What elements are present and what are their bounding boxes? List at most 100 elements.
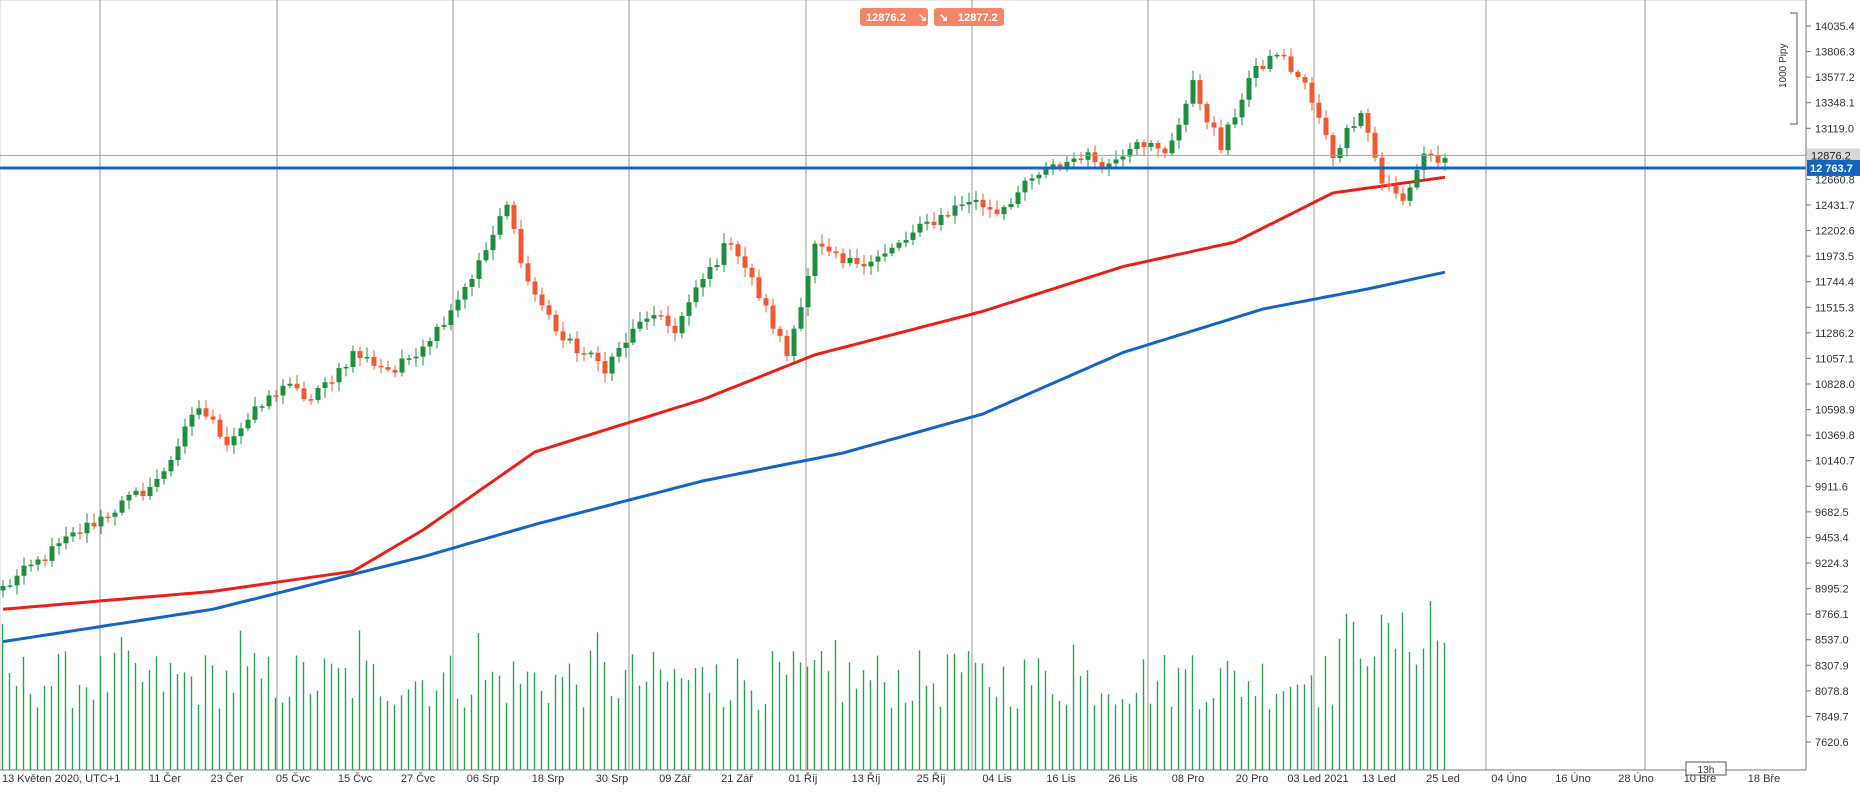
candle-body <box>427 341 433 347</box>
buy-badge[interactable]: ↘ 12877.2 <box>934 8 1004 26</box>
candle-body <box>84 522 90 534</box>
x-tick-label: 13 Říj <box>852 772 881 785</box>
candle-body <box>1358 113 1364 127</box>
x-tick-label: 06 Srp <box>467 773 499 785</box>
timeframe-box <box>1685 761 1727 776</box>
y-tick-label: 14035.4 <box>1815 21 1855 33</box>
candle-body <box>336 368 342 383</box>
candle-body <box>714 264 720 268</box>
candle-body <box>70 532 76 537</box>
candle-body <box>840 253 846 264</box>
candle-body <box>1134 142 1140 150</box>
x-tick-label: 13 Led <box>1362 773 1396 785</box>
candle-body <box>1120 156 1126 160</box>
candle-body <box>42 559 48 561</box>
candle-body <box>182 426 188 447</box>
candle-body <box>406 358 412 360</box>
candle-body <box>658 315 664 317</box>
candle-body <box>994 209 1000 215</box>
candle-body <box>917 223 923 233</box>
moving-average-fast <box>2 175 1446 611</box>
candle-body <box>623 342 629 348</box>
candle-body <box>196 408 202 415</box>
candle-body <box>322 382 328 389</box>
sell-badge-bg <box>860 8 928 26</box>
candle-body <box>539 294 545 306</box>
candle-body <box>910 232 916 240</box>
candle-body <box>7 585 13 587</box>
buy-price-label: 12877.2 <box>958 12 998 24</box>
y-tick-label: 10140.7 <box>1815 456 1855 468</box>
candle-body <box>1351 126 1357 128</box>
candle-body <box>518 228 524 264</box>
candle-body <box>1043 167 1049 175</box>
candle-body <box>287 383 293 386</box>
candle-body <box>1323 117 1329 136</box>
y-tick-label: 8537.0 <box>1815 635 1849 647</box>
candle-body <box>1232 117 1238 125</box>
candle-body <box>392 369 398 373</box>
candle-body <box>98 516 104 527</box>
candle-body <box>1078 158 1084 161</box>
x-tick-label: 26 Lis <box>1108 773 1138 785</box>
candle-body <box>1008 203 1014 208</box>
candle-body <box>987 207 993 210</box>
candle-body <box>1379 157 1385 184</box>
candle-body <box>700 279 706 288</box>
candle-body <box>217 419 223 437</box>
scale-label: 1000 Pipy <box>1778 44 1789 88</box>
candle-body <box>1281 54 1287 57</box>
candle-body <box>504 204 510 217</box>
x-tick-label: 08 Pro <box>1172 773 1204 785</box>
current-price-tag <box>1807 148 1860 163</box>
candle-body <box>1057 164 1063 168</box>
y-tick-label: 13119.0 <box>1815 123 1854 135</box>
y-tick-label: 8766.1 <box>1815 609 1849 621</box>
candle-body <box>1365 113 1371 133</box>
candle-body <box>1225 124 1231 151</box>
candle-body <box>371 356 377 366</box>
candle-body <box>637 321 643 329</box>
current-price-label: 12876.2 <box>1811 150 1851 162</box>
candle-body <box>630 328 636 343</box>
candle-body <box>966 202 972 205</box>
candle-body <box>35 559 41 565</box>
candle-body <box>553 314 559 332</box>
candle-body <box>574 338 580 354</box>
sell-badge[interactable]: 12876.2 ↘ <box>860 8 928 26</box>
x-tick-label: 21 Zář <box>721 773 753 785</box>
candle-body <box>868 261 874 267</box>
candle-body <box>14 575 20 586</box>
candle-body <box>140 490 146 497</box>
candle-body <box>483 250 489 261</box>
candle-body <box>854 258 860 264</box>
candle-body <box>546 305 552 315</box>
x-tick-label: 20 Pro <box>1236 773 1268 785</box>
candle-body <box>1260 66 1266 69</box>
candle-body <box>1176 124 1182 141</box>
candle-body <box>126 494 132 501</box>
candle-body <box>1022 180 1028 193</box>
candle-body <box>609 356 615 374</box>
candle-body <box>1204 103 1210 123</box>
candle-body <box>1211 122 1217 128</box>
y-tick-label: 9682.5 <box>1815 507 1849 519</box>
candle-body <box>189 414 195 427</box>
candle-body <box>560 331 566 341</box>
candle-body <box>1414 169 1420 188</box>
x-tick-label: 11 Čer <box>149 772 182 785</box>
candle-body <box>490 234 496 251</box>
candle-body <box>1302 77 1308 83</box>
candle-body <box>21 565 27 576</box>
candle-body <box>420 346 426 357</box>
candle-body <box>1155 142 1161 149</box>
candle-body <box>1344 127 1350 149</box>
candle-body <box>378 365 384 368</box>
candle-body <box>805 275 811 308</box>
candle-body <box>686 302 692 316</box>
candle-body <box>672 325 678 334</box>
candle-body <box>756 277 762 299</box>
candle-body <box>1169 140 1175 154</box>
